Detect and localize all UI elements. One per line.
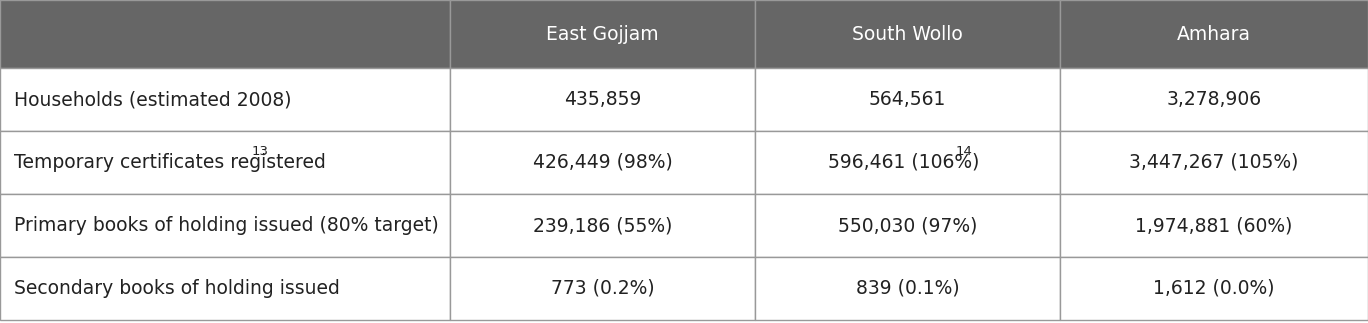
Text: 564,561: 564,561 xyxy=(869,90,947,109)
Text: Secondary books of holding issued: Secondary books of holding issued xyxy=(14,279,339,298)
Text: 426,449 (98%): 426,449 (98%) xyxy=(532,153,673,172)
Text: South Wollo: South Wollo xyxy=(852,25,963,44)
Bar xyxy=(450,0,755,68)
Bar xyxy=(450,194,755,257)
Bar xyxy=(450,131,755,194)
Bar xyxy=(0,68,450,131)
Bar xyxy=(755,68,1060,131)
Bar xyxy=(0,0,450,68)
Text: Households (estimated 2008): Households (estimated 2008) xyxy=(14,90,291,109)
Text: Primary books of holding issued (80% target): Primary books of holding issued (80% tar… xyxy=(14,216,439,235)
Text: 596,461 (106%): 596,461 (106%) xyxy=(828,153,979,172)
Bar xyxy=(755,131,1060,194)
Bar xyxy=(450,257,755,320)
Bar xyxy=(755,257,1060,320)
Bar xyxy=(0,194,450,257)
Bar xyxy=(1060,131,1368,194)
Bar xyxy=(0,131,450,194)
Text: 239,186 (55%): 239,186 (55%) xyxy=(532,216,672,235)
Text: 550,030 (97%): 550,030 (97%) xyxy=(837,216,977,235)
Bar xyxy=(1060,68,1368,131)
Text: Amhara: Amhara xyxy=(1176,25,1250,44)
Text: 1,974,881 (60%): 1,974,881 (60%) xyxy=(1135,216,1293,235)
Bar xyxy=(755,0,1060,68)
Bar xyxy=(1060,0,1368,68)
Bar xyxy=(0,257,450,320)
Bar xyxy=(450,68,755,131)
Text: 3,278,906: 3,278,906 xyxy=(1167,90,1261,109)
Text: 435,859: 435,859 xyxy=(564,90,642,109)
Bar xyxy=(755,194,1060,257)
Text: 839 (0.1%): 839 (0.1%) xyxy=(856,279,959,298)
Text: 1,612 (0.0%): 1,612 (0.0%) xyxy=(1153,279,1275,298)
Bar xyxy=(1060,194,1368,257)
Bar xyxy=(1060,257,1368,320)
Text: 14: 14 xyxy=(956,145,973,158)
Text: Temporary certificates registered: Temporary certificates registered xyxy=(14,153,326,172)
Text: East Gojjam: East Gojjam xyxy=(546,25,659,44)
Text: 13: 13 xyxy=(252,145,268,158)
Text: 773 (0.2%): 773 (0.2%) xyxy=(551,279,654,298)
Text: 3,447,267 (105%): 3,447,267 (105%) xyxy=(1130,153,1298,172)
